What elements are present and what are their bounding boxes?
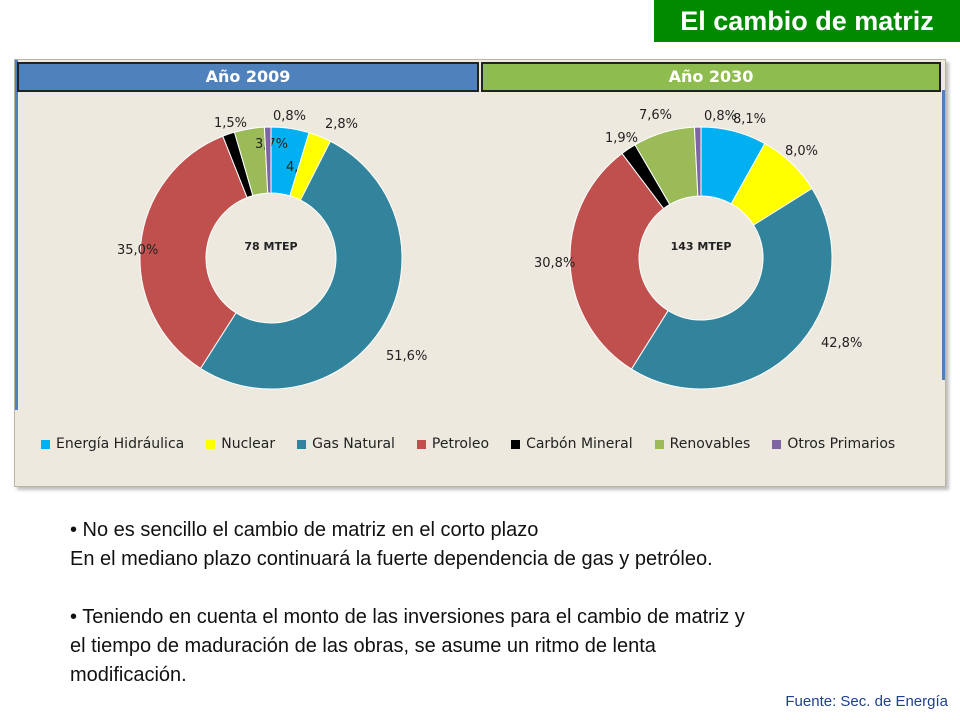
legend-item: Petroleo: [416, 436, 490, 452]
legend-swatch: [41, 439, 50, 449]
source-note: Fuente: Sec. de Energía: [785, 693, 948, 710]
donut-chart-2030: 8,1% 8,0% 42,8% 30,8% 1,9%7,6% 0,8% 143 MTEP: [534, 108, 862, 390]
legend-item: Renovables: [654, 436, 751, 452]
note-bullet-1: • No es sencillo el cambio de matriz en …: [70, 519, 539, 541]
note-bullet-2-line-2: el tiempo de maduración de las obras, se…: [70, 635, 656, 657]
slice-data-label: 51,6%: [386, 349, 427, 364]
chart-frame: Año 2009 Año 2030 4,7%2,8%51,6%35,0%1,5%…: [14, 59, 946, 487]
year-2009-header: Año 2009: [17, 62, 479, 92]
legend-label: Energía Hidráulica: [56, 436, 185, 452]
slice-data-label: 2,8%: [325, 117, 358, 132]
donut-charts: 4,7%2,8%51,6%35,0%1,5%3,7%0,8%78 MTEP 8,…: [117, 108, 862, 390]
note-bullet-2-line-1: • Teniendo en cuenta el monto de las inv…: [70, 606, 745, 628]
slide-title: El cambio de matriz: [654, 0, 960, 42]
legend-label: Petroleo: [431, 436, 490, 452]
slice-data-label: 7,6%: [639, 108, 672, 123]
legend-label: Gas Natural: [312, 436, 395, 452]
legend-label: Carbón Mineral: [526, 436, 633, 452]
slice-data-label: 35,0%: [117, 243, 158, 258]
chart-legend: Energía Hidráulica Nuclear Gas Natural Petr…: [41, 434, 917, 454]
slice-data-label: 8,0%: [785, 144, 818, 159]
legend-swatch: [297, 439, 307, 449]
slice-data-label: 0,8%: [273, 109, 306, 124]
slice-data-label: 8,1%: [733, 112, 766, 127]
slice-data-label: 0,8%: [704, 109, 737, 124]
legend-swatch: [654, 439, 664, 449]
donut-slice: [139, 135, 248, 370]
legend-item: Gas Natural: [297, 436, 395, 452]
donut-slice: [693, 126, 702, 197]
donut-slice: [199, 140, 403, 390]
year-2030-header: Año 2030: [481, 62, 941, 92]
slice-data-label: 1,5%: [214, 116, 247, 131]
donut-slice: [569, 152, 669, 370]
donut-slice: [263, 126, 272, 194]
legend-label: Renovables: [669, 436, 751, 452]
legend-item: Otros Primarios: [772, 436, 895, 452]
donut-chart-2009: 4,7%2,8%51,6%35,0%1,5%3,7%0,8%78 MTEP: [117, 109, 427, 390]
note-bullet-2-line-3: modificación.: [70, 664, 187, 686]
legend-label: Otros Primarios: [787, 436, 896, 452]
slice-data-label: 1,9%: [605, 131, 638, 146]
slice-data-label: 42,8%: [821, 336, 862, 351]
legend-swatch: [206, 439, 216, 449]
donut-slice: [630, 187, 833, 390]
donut-center-label: 78 MTEP: [244, 240, 297, 253]
legend-swatch: [416, 439, 426, 449]
frame-edge-right: [942, 90, 945, 380]
donut-center-label: 143 MTEP: [671, 240, 732, 253]
slice-data-label: 3,7%: [255, 137, 288, 152]
legend-swatch: [772, 439, 782, 449]
legend-swatch: [511, 439, 521, 449]
slide-notes: • No es sencillo el cambio de matriz en …: [70, 516, 910, 690]
legend-label: Nuclear: [221, 436, 276, 452]
note-line-2: En el mediano plazo continuará la fuerte…: [70, 548, 713, 570]
legend-item: Carbón Mineral: [511, 436, 633, 452]
legend-item: Energía Hidráulica: [41, 436, 184, 452]
slice-data-label: 30,8%: [534, 256, 575, 271]
frame-edge-left: [15, 60, 18, 410]
legend-item: Nuclear: [206, 436, 275, 452]
